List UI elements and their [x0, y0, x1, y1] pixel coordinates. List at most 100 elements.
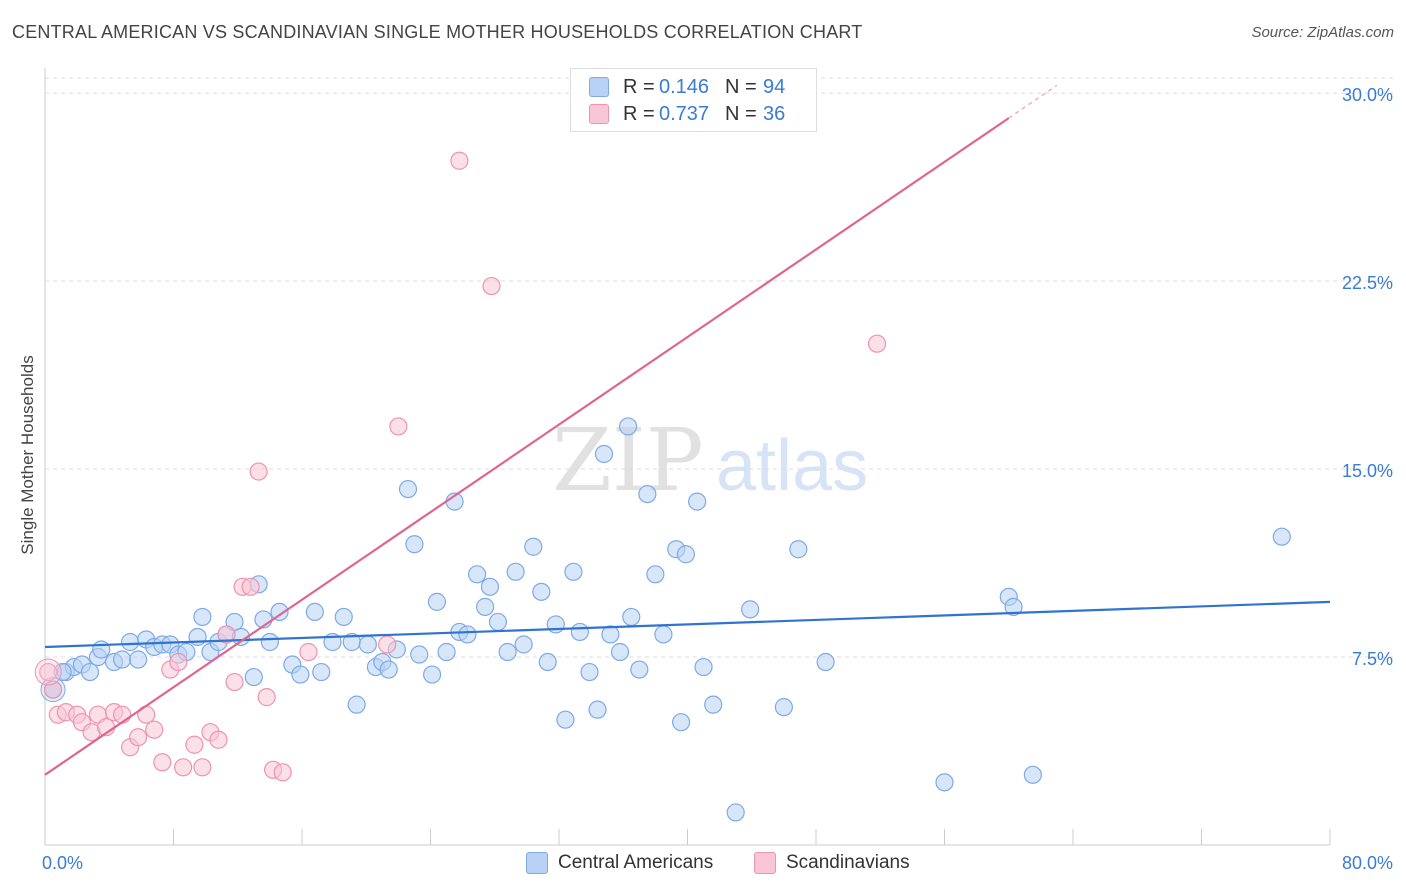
scandinavians-point	[112, 705, 132, 724]
watermark-atlas: atlas	[716, 426, 868, 506]
central-americans-point	[498, 642, 517, 662]
scandinavians-point	[249, 462, 268, 481]
central-americans-point	[601, 625, 620, 644]
central-americans-point	[270, 602, 289, 622]
scandinavians-point	[169, 652, 188, 672]
central-americans-point	[92, 640, 111, 659]
central-americans-point	[427, 592, 447, 611]
scandinavians-points	[34, 151, 887, 782]
gridlines	[45, 77, 1393, 658]
central-americans-point	[789, 540, 808, 559]
y-tick-label: 22.5%	[1342, 273, 1393, 293]
x-tick-label-min: 0.0%	[42, 853, 83, 873]
y-tick-label: 15.0%	[1342, 461, 1393, 481]
central-americans-point	[260, 632, 279, 652]
central-americans-point	[532, 582, 551, 601]
chart-title: CENTRAL AMERICAN VS SCANDINAVIAN SINGLE …	[12, 22, 863, 42]
central-americans-point	[467, 565, 487, 584]
legend-item-scandinavians[interactable]: Scandinavians	[754, 852, 910, 874]
scandinavians-point	[145, 720, 164, 739]
central-americans-point	[347, 695, 366, 714]
central-americans-point	[437, 642, 456, 662]
central-americans-point	[410, 645, 429, 664]
central-americans-point	[80, 662, 100, 682]
scandinavians-point	[389, 417, 408, 436]
series-legend: Central Americans Scandinavians	[0, 852, 1406, 876]
central-americans-point	[129, 650, 148, 669]
legend-item-central-americans[interactable]: Central Americans	[526, 852, 713, 874]
source-label: Source: ZipAtlas.com	[1251, 24, 1394, 41]
central-americans-point	[671, 713, 691, 732]
central-americans-point	[458, 625, 477, 644]
scandinavians-point	[34, 658, 62, 686]
scandinavians-point	[299, 642, 318, 662]
central-americans-point	[630, 660, 649, 679]
central-americans-point	[816, 652, 835, 672]
legend-r-label: R =	[623, 75, 655, 98]
central-americans-point	[488, 612, 508, 632]
y-tick-labels: 7.5% 15.0% 22.5% 30.0%	[1342, 85, 1393, 669]
scandinavians-point	[273, 763, 292, 782]
scandinavians-point	[174, 758, 193, 777]
legend-label-scandinavians: Scandinavians	[786, 852, 910, 873]
central-americans-point	[1272, 527, 1291, 546]
central-americans-point	[1004, 597, 1023, 616]
legend-swatch-pink	[589, 104, 609, 124]
central-americans-point	[546, 615, 565, 634]
central-americans-point	[676, 545, 695, 564]
central-americans-point	[480, 577, 500, 596]
central-americans-point	[1023, 765, 1042, 784]
trend-lines	[44, 84, 1331, 776]
axes	[44, 68, 1331, 846]
legend-swatch-blue	[589, 77, 609, 97]
legend-row-central-americans: R = 0.146 N = 94	[571, 73, 785, 101]
central-americans-point	[618, 417, 638, 436]
legend-row-scandinavians: R = 0.737 N = 36	[571, 100, 785, 128]
central-americans-trend-line	[44, 600, 1331, 649]
scandinavians-point	[450, 151, 469, 170]
central-americans-point	[704, 695, 723, 714]
legend-n-label: N =	[725, 75, 757, 98]
scandinavians-point	[193, 758, 212, 777]
y-tick-label: 30.0%	[1342, 85, 1393, 105]
central-americans-point	[334, 607, 353, 627]
central-americans-point	[556, 710, 575, 729]
central-americans-point	[774, 698, 793, 717]
central-americans-point	[580, 662, 599, 682]
central-americans-point	[121, 632, 140, 652]
legend-swatch-pink	[754, 852, 776, 874]
legend-swatch-blue	[526, 852, 548, 874]
central-americans-point	[538, 652, 557, 672]
scandinavians-point	[185, 735, 204, 754]
central-americans-point	[405, 535, 424, 554]
central-americans-point	[398, 479, 418, 499]
central-americans-point	[291, 665, 310, 684]
central-americans-point	[312, 662, 331, 682]
scandinavians-point	[241, 577, 260, 596]
legend-n-value: 36	[763, 102, 786, 125]
central-americans-point	[935, 773, 954, 792]
central-americans-point	[524, 537, 543, 556]
scandinavians-point	[39, 662, 58, 682]
scandinavians-point	[129, 728, 148, 747]
scandinavians-point	[378, 635, 397, 654]
central-americans-point	[358, 635, 377, 654]
central-americans-point	[741, 600, 760, 619]
central-americans-point	[506, 562, 525, 581]
central-americans-point	[379, 660, 398, 679]
x-tick-label-max: 80.0%	[1342, 853, 1393, 873]
central-americans-point	[305, 602, 324, 622]
legend-r-value: 0.737	[659, 102, 710, 125]
legend-n-label: N =	[725, 102, 757, 125]
legend-r-label: R =	[623, 102, 655, 125]
central-americans-point	[476, 597, 495, 616]
scandinavians-point	[867, 334, 887, 353]
central-americans-point	[688, 492, 707, 511]
central-americans-point	[654, 625, 673, 644]
central-americans-point	[514, 635, 533, 654]
scandinavians-trend-line	[44, 117, 1010, 776]
central-americans-point	[622, 607, 641, 627]
central-americans-point	[112, 650, 132, 669]
scandinavians-trend-extension	[1008, 84, 1058, 119]
